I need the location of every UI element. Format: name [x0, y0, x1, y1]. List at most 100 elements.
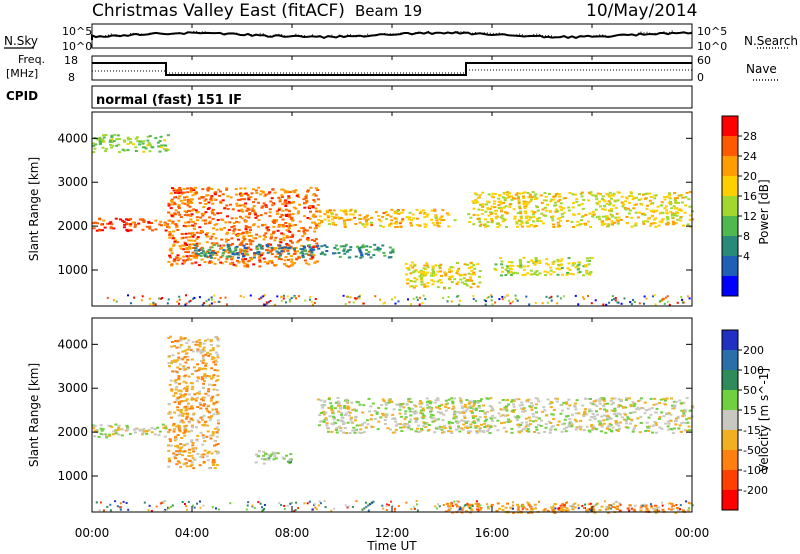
data-cell [600, 398, 604, 401]
data-cell [581, 207, 585, 210]
noise-cell [292, 295, 295, 298]
data-cell [172, 452, 176, 455]
data-cell [632, 196, 636, 199]
data-cell [595, 413, 599, 416]
data-cell [310, 239, 314, 241]
data-cell [474, 502, 478, 505]
data-cell [239, 233, 243, 236]
data-cell [142, 427, 146, 430]
data-cell [183, 355, 187, 358]
noise-cell [303, 502, 306, 505]
data-cell [199, 350, 203, 353]
data-cell [489, 212, 493, 215]
data-cell [570, 425, 574, 428]
data-cell [183, 210, 187, 213]
data-cell [423, 225, 427, 228]
data-cell [142, 221, 146, 223]
data-cell [176, 406, 180, 409]
data-cell [296, 212, 300, 215]
data-cell [370, 224, 374, 227]
data-cell [192, 256, 196, 259]
noise-cell [116, 505, 119, 508]
data-cell [212, 357, 216, 359]
data-cell [679, 402, 683, 405]
data-cell [293, 252, 297, 255]
data-cell [565, 273, 569, 276]
data-cell [297, 196, 301, 198]
data-cell [190, 461, 194, 464]
data-cell [211, 252, 215, 255]
data-cell [289, 453, 293, 456]
data-cell [384, 403, 388, 406]
data-cell [548, 211, 552, 214]
data-cell [185, 352, 189, 355]
data-cell [268, 215, 272, 218]
data-cell [531, 420, 535, 423]
data-cell [448, 270, 452, 273]
data-cell [214, 443, 218, 446]
data-cell [529, 195, 532, 198]
data-cell [467, 213, 471, 216]
data-cell [487, 428, 491, 431]
data-cell [212, 403, 216, 406]
data-cell [436, 270, 440, 273]
data-cell [159, 135, 163, 138]
noise-cell [189, 299, 192, 302]
data-cell [175, 346, 179, 349]
data-cell [195, 237, 199, 240]
data-cell [519, 212, 523, 215]
noise-cell [257, 501, 260, 504]
data-cell [466, 430, 470, 433]
noise-cell [457, 509, 459, 512]
data-cell [453, 219, 457, 222]
data-cell [534, 257, 538, 259]
data-cell [138, 143, 142, 146]
data-cell [337, 410, 341, 413]
data-cell [537, 217, 541, 220]
data-cell [600, 415, 604, 418]
data-cell [469, 278, 472, 281]
data-cell [171, 213, 175, 216]
data-cell [600, 505, 604, 508]
data-cell [318, 209, 322, 212]
data-cell [182, 367, 186, 369]
data-cell [186, 358, 190, 361]
data-cell [204, 420, 208, 423]
data-cell [675, 417, 678, 420]
data-cell [183, 425, 187, 428]
noise-cell [211, 506, 214, 509]
data-cell [452, 405, 456, 408]
data-cell [650, 506, 654, 509]
noise-cell [602, 303, 605, 306]
data-cell [289, 461, 292, 463]
noise-cell [562, 295, 565, 298]
data-cell [390, 401, 394, 403]
data-cell [613, 397, 617, 400]
noise-cell [260, 296, 263, 299]
data-cell [215, 360, 219, 363]
data-cell [115, 144, 119, 147]
data-cell [168, 230, 172, 233]
data-cell [474, 201, 478, 204]
data-cell [183, 202, 187, 205]
data-cell [524, 210, 528, 213]
data-cell [356, 245, 360, 248]
data-cell [330, 407, 334, 410]
noise-cell [451, 505, 454, 507]
data-cell [187, 257, 191, 260]
data-cell [540, 419, 544, 422]
data-cell [413, 264, 417, 267]
data-cell [388, 246, 392, 249]
data-cell [180, 192, 184, 195]
data-cell [620, 201, 624, 204]
data-cell [183, 434, 187, 437]
data-cell [103, 433, 107, 436]
data-cell [490, 419, 494, 422]
data-cell [548, 209, 552, 212]
data-cell [401, 402, 405, 405]
noise-cell [213, 294, 216, 297]
data-cell [215, 254, 219, 257]
data-cell [447, 213, 451, 216]
